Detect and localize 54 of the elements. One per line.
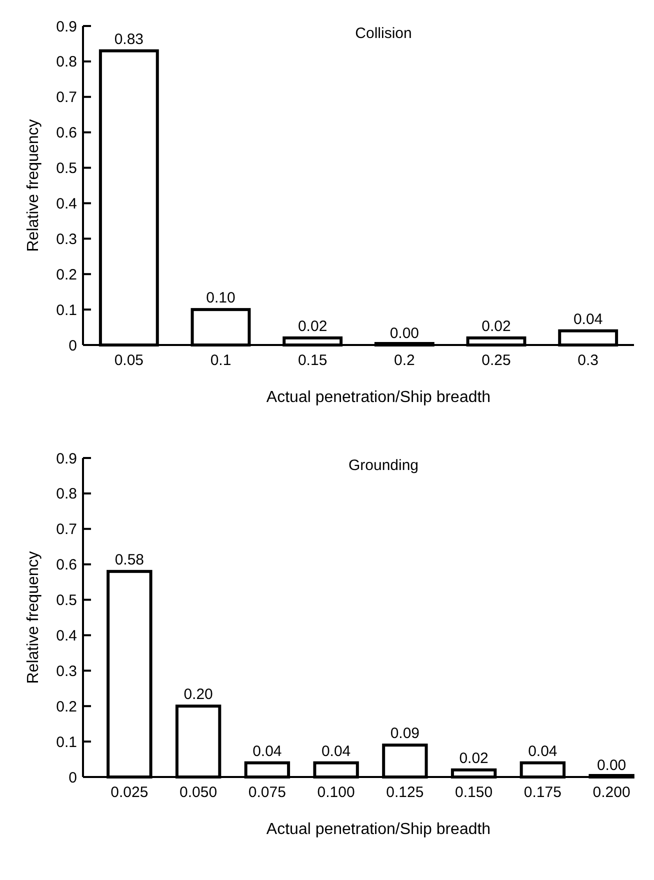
y-tick-label: 0.5 — [56, 160, 77, 178]
data-label: 0.04 — [252, 742, 282, 760]
data-label: 0.02 — [298, 318, 328, 335]
chart-title: Grounding — [348, 457, 419, 474]
x-tick-label: 0.200 — [592, 784, 630, 801]
data-label: 0.04 — [573, 310, 603, 328]
data-label: 0.02 — [482, 318, 511, 335]
data-label: 0.10 — [206, 290, 236, 307]
y-tick-label: 0.9 — [56, 450, 77, 468]
x-tick-label: 0.2 — [394, 352, 415, 369]
y-tick-label: 0.7 — [56, 89, 77, 106]
data-label: 0.04 — [528, 742, 558, 760]
x-axis-title: Actual penetration/Ship breadth — [266, 821, 491, 838]
x-tick-label: 0.125 — [386, 784, 424, 801]
y-tick-label: 0.5 — [56, 592, 77, 610]
chart-title: Collision — [355, 25, 412, 42]
y-tick-label: 0 — [68, 337, 77, 354]
y-tick-label: 0.4 — [56, 195, 77, 212]
y-tick-label: 0.1 — [56, 302, 77, 319]
y-tick-label: 0.6 — [56, 556, 77, 574]
data-label: 0.58 — [114, 551, 144, 568]
y-tick-label: 0.1 — [56, 734, 77, 751]
x-tick-label: 0.025 — [110, 784, 148, 801]
x-tick-label: 0.100 — [317, 784, 355, 801]
x-tick-label: 0.1 — [210, 352, 232, 369]
y-tick-label: 0.4 — [56, 627, 77, 644]
data-label: 0.04 — [321, 742, 351, 760]
data-label: 0.00 — [596, 757, 626, 774]
y-tick-label: 0.2 — [56, 698, 77, 716]
y-tick-label: 0.8 — [56, 54, 77, 71]
y-tick-label: 0.2 — [56, 266, 77, 284]
y-tick-label: 0.3 — [56, 662, 77, 680]
y-tick-label: 0.7 — [56, 521, 77, 538]
y-tick-label: 0.3 — [56, 230, 77, 248]
y-tick-label: 0.9 — [56, 18, 77, 36]
data-label: 0.83 — [114, 30, 144, 48]
data-label: 0.02 — [459, 750, 488, 767]
y-axis-title: Relative frequency — [25, 119, 42, 252]
data-label: 0.20 — [184, 686, 213, 704]
x-axis-title: Actual penetration/Ship breadth — [266, 389, 491, 406]
x-tick-label: 0.075 — [248, 784, 286, 801]
data-label: 0.00 — [390, 325, 420, 342]
y-tick-label: 0.8 — [56, 486, 77, 503]
x-tick-label: 0.15 — [298, 352, 328, 369]
x-tick-label: 0.050 — [180, 784, 218, 801]
data-label: 0.09 — [390, 725, 420, 742]
x-tick-label: 0.150 — [455, 784, 493, 801]
x-tick-label: 0.05 — [114, 352, 144, 369]
y-tick-label: 0.6 — [56, 124, 77, 142]
y-tick-label: 0 — [68, 769, 77, 786]
x-tick-label: 0.25 — [482, 352, 511, 369]
x-tick-label: 0.3 — [578, 352, 599, 369]
x-tick-label: 0.175 — [524, 784, 562, 801]
y-axis-title: Relative frequency — [25, 551, 42, 684]
